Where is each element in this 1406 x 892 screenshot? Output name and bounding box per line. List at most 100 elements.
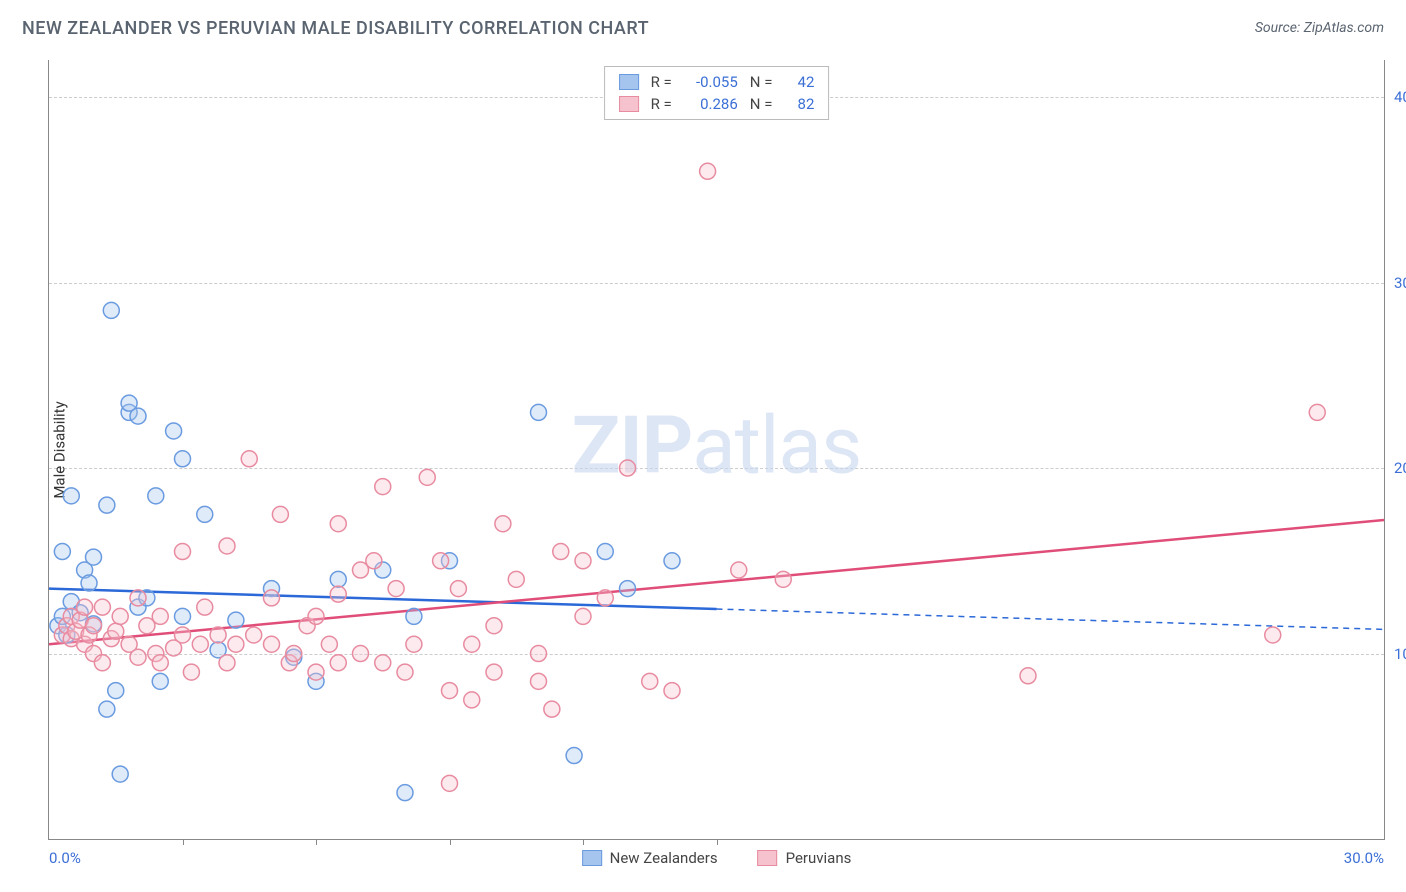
data-point: [228, 612, 244, 628]
data-point: [1020, 668, 1036, 684]
stats-legend-row: R =0.286N =82: [619, 93, 815, 115]
data-point: [63, 488, 79, 504]
r-label: R =: [651, 71, 672, 93]
scatter-svg: [49, 60, 1384, 839]
data-point: [620, 460, 636, 476]
stats-legend-box: R =-0.055N =42R =0.286N =82: [604, 66, 830, 120]
data-point: [597, 544, 613, 560]
x-tick-max: 30.0%: [1344, 849, 1384, 867]
data-point: [464, 692, 480, 708]
data-point: [272, 506, 288, 522]
x-tick-mark: [183, 839, 184, 845]
data-point: [210, 627, 226, 643]
data-point: [99, 701, 115, 717]
data-point: [553, 544, 569, 560]
data-point: [219, 655, 235, 671]
stats-legend-row: R = -0.055 N = 42: [619, 71, 815, 93]
data-point: [397, 664, 413, 680]
data-point: [152, 608, 168, 624]
data-point: [241, 451, 257, 467]
data-point: [175, 608, 191, 624]
data-point: [353, 646, 369, 662]
data-point: [175, 627, 191, 643]
data-point: [375, 655, 391, 671]
legend-item: New Zealanders: [582, 849, 718, 867]
data-point: [597, 590, 613, 606]
data-point: [575, 553, 591, 569]
data-point: [94, 599, 110, 615]
n-value: 42: [784, 71, 814, 93]
data-point: [166, 423, 182, 439]
data-point: [388, 581, 404, 597]
data-point: [152, 655, 168, 671]
data-point: [486, 664, 502, 680]
chart-title: NEW ZEALANDER VS PERUVIAN MALE DISABILIT…: [22, 18, 649, 39]
r-value: -0.055: [684, 71, 738, 93]
data-point: [175, 451, 191, 467]
data-point: [544, 701, 560, 717]
y-tick-label: 20.0%: [1394, 459, 1406, 477]
data-point: [330, 586, 346, 602]
x-tick-mark: [717, 839, 718, 845]
y-tick-label: 30.0%: [1394, 274, 1406, 292]
data-point: [77, 599, 93, 615]
data-point: [228, 636, 244, 652]
trend-line: [49, 520, 1384, 644]
x-tick-min: 0.0%: [49, 849, 81, 867]
data-point: [112, 608, 128, 624]
legend-swatch: [619, 96, 639, 112]
data-point: [148, 488, 164, 504]
x-tick-mark: [316, 839, 317, 845]
data-point: [308, 608, 324, 624]
chart-plot-area: Male Disability ZIPatlas R =-0.055N =42R…: [48, 60, 1384, 840]
data-point: [183, 664, 199, 680]
data-point: [495, 516, 511, 532]
x-tick-mark: [583, 839, 584, 845]
data-point: [442, 683, 458, 699]
data-point: [108, 623, 124, 639]
data-point: [152, 673, 168, 689]
data-point: [366, 553, 382, 569]
chart-source: Source: ZipAtlas.com: [1255, 20, 1384, 36]
data-point: [308, 664, 324, 680]
data-point: [197, 506, 213, 522]
data-point: [264, 590, 280, 606]
data-point: [112, 766, 128, 782]
data-point: [566, 748, 582, 764]
data-point: [642, 673, 658, 689]
data-point: [450, 581, 466, 597]
data-point: [700, 163, 716, 179]
source-name: ZipAtlas.com: [1304, 20, 1384, 36]
data-point: [575, 608, 591, 624]
data-point: [264, 636, 280, 652]
data-point: [375, 479, 391, 495]
legend-label: Peruvians: [786, 849, 852, 867]
data-point: [486, 618, 502, 634]
legend-swatch: [619, 74, 639, 90]
data-point: [246, 627, 262, 643]
data-point: [775, 571, 791, 587]
chart-header: NEW ZEALANDER VS PERUVIAN MALE DISABILIT…: [0, 0, 1406, 50]
data-point: [442, 775, 458, 791]
data-point: [508, 571, 524, 587]
data-point: [406, 636, 422, 652]
data-point: [54, 544, 70, 560]
legend-label: New Zealanders: [610, 849, 718, 867]
data-point: [330, 516, 346, 532]
legend-swatch: [582, 850, 602, 866]
data-point: [192, 636, 208, 652]
r-value: 0.286: [684, 93, 738, 115]
r-label: R =: [651, 93, 672, 115]
n-label: N =: [750, 71, 773, 93]
data-point: [219, 538, 235, 554]
data-point: [433, 553, 449, 569]
legend-item: Peruvians: [758, 849, 852, 867]
data-point: [130, 408, 146, 424]
data-point: [108, 683, 124, 699]
data-point: [664, 553, 680, 569]
data-point: [531, 673, 547, 689]
data-point: [330, 571, 346, 587]
data-point: [94, 655, 110, 671]
data-point: [86, 618, 102, 634]
data-point: [86, 549, 102, 565]
